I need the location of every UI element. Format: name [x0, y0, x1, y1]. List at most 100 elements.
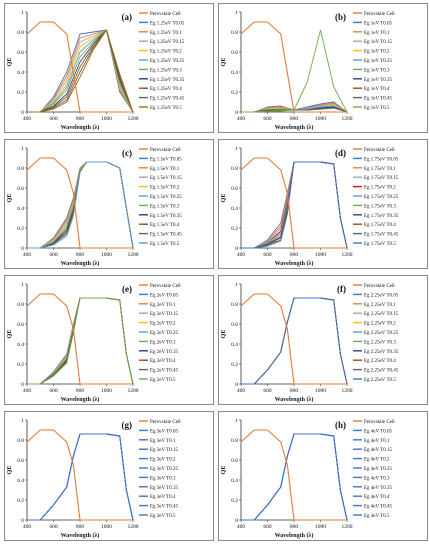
y-tick-label: 0.2: [231, 498, 238, 504]
series-line: [27, 433, 134, 521]
x-tick-label: 800: [76, 524, 85, 530]
legend-item: Eg 2.25eV T0.4: [364, 359, 396, 364]
y-tick-label: 0.2: [231, 362, 238, 368]
legend-item: Perovskite Cell: [364, 284, 395, 289]
series-line: [27, 433, 134, 521]
y-tick-label: 0: [235, 518, 238, 524]
y-axis-label: QE: [221, 466, 227, 475]
chart-svg: 0 0.2 0.4 0.6 0.8 1 400 600 800 1000 1200 Wavelengt…: [7, 282, 181, 403]
legend-item: Eg 1.25eV T0.2: [150, 50, 182, 55]
legend-item: Perovskite Cell: [150, 420, 181, 425]
legend-item: Eg 4eV T0.05: [364, 429, 393, 434]
x-tick-label: 400: [237, 252, 246, 258]
y-tick-label: 0.6: [17, 186, 24, 192]
series-line: [26, 21, 133, 113]
x-tick-label: 400: [23, 116, 32, 122]
legend-item: Eg 1.25eV T0.45: [150, 97, 185, 102]
y-tick-label: 0.8: [231, 166, 238, 172]
legend-item: Eg 1.25eV T0.35: [150, 78, 185, 83]
x-tick-label: 1200: [128, 116, 139, 122]
legend-item: Perovskite Cell: [364, 148, 395, 153]
series-line: [241, 297, 348, 385]
legend-item: Eg 1eV T0.2: [364, 50, 390, 55]
legend-item: Eg 1eV T0.25: [364, 59, 393, 64]
y-tick-label: 0.2: [231, 90, 238, 96]
series-line: [27, 297, 134, 385]
x-tick-label: 800: [76, 388, 85, 394]
y-tick-label: 0.4: [17, 478, 24, 484]
x-tick-label: 600: [263, 524, 272, 530]
legend-item: Eg 2.25eV T0.35: [364, 350, 399, 355]
series-line: [241, 161, 348, 249]
chart-panel: 0 0.2 0.4 0.6 0.8 1 400 600 800 1000 1200 Wavelengt…: [4, 139, 214, 269]
legend-item: Eg 2eV T0.4: [150, 359, 176, 364]
series-line: [27, 297, 134, 385]
legend-item: Eg 2.25eV T0.45: [364, 369, 399, 374]
legend-item: Eg 1eV T0.4: [364, 87, 390, 92]
y-tick-label: 1: [21, 10, 24, 16]
panel-label: (a): [122, 12, 133, 22]
legend-item: Eg 2eV T0.2: [150, 322, 176, 327]
legend-item: Eg 4eV T0.15: [364, 448, 393, 453]
x-tick-label: 400: [237, 388, 246, 394]
y-tick-label: 0: [235, 382, 238, 388]
y-tick-label: 0.4: [17, 342, 24, 348]
series-line: [27, 297, 134, 385]
legend-item: Eg 2.25eV T0.1: [364, 303, 396, 308]
legend-item: Eg 3eV T0.2: [150, 458, 176, 463]
chart-panel: 0 0.2 0.4 0.6 0.8 1 400 600 800 1000 1200 Wavelengt…: [4, 275, 214, 405]
legend-item: Eg 2eV T0.15: [150, 312, 179, 317]
legend-item: Eg 2.25eV T0.5: [364, 378, 396, 383]
y-tick-label: 0.4: [231, 206, 238, 212]
y-tick-label: 0.4: [231, 70, 238, 76]
y-tick-label: 0.6: [17, 50, 24, 56]
x-tick-label: 400: [23, 388, 32, 394]
series-line: [241, 433, 348, 521]
x-tick-label: 600: [49, 116, 58, 122]
legend-item: Eg 1eV T0.5: [364, 106, 390, 111]
legend-item: Eg 1.75eV T0.3: [364, 204, 396, 209]
x-axis-label: Wavelength (λ): [61, 532, 100, 539]
panel-label: (b): [335, 12, 346, 22]
series-line: [241, 433, 348, 521]
legend-item: Eg 1eV T0.35: [364, 78, 393, 83]
y-tick-label: 0: [235, 246, 238, 252]
series-line: [241, 297, 348, 385]
chart-svg: 0 0.2 0.4 0.6 0.8 1 400 600 800 1000 1200 Wavelengt…: [221, 146, 399, 267]
y-tick-label: 0.8: [17, 438, 24, 444]
panel-label: (d): [335, 148, 346, 158]
series-line: [27, 161, 134, 249]
series-line: [241, 161, 348, 249]
x-tick-label: 1000: [101, 388, 112, 394]
y-tick-label: 0.6: [17, 322, 24, 328]
series-line: [241, 297, 348, 385]
series-line: [27, 433, 134, 521]
x-tick-label: 1000: [315, 524, 326, 530]
series-line: [241, 433, 348, 521]
series-line: [27, 297, 134, 385]
y-tick-label: 1: [21, 146, 24, 152]
legend-item: Eg 1eV T0.3: [364, 68, 390, 73]
series-line: [241, 297, 348, 385]
legend-item: Eg 2eV T0.45: [150, 369, 179, 374]
series-line: [27, 433, 134, 521]
legend-item: Eg 1.5eV T0.3: [150, 204, 180, 209]
legend-item: Eg 2.25eV T0.05: [364, 293, 399, 298]
y-axis-label: QE: [7, 194, 13, 203]
y-axis-label: QE: [7, 466, 13, 475]
y-tick-label: 0.6: [231, 458, 238, 464]
x-tick-label: 1200: [128, 252, 139, 258]
x-axis-label: Wavelength (λ): [61, 260, 100, 267]
y-tick-label: 0.8: [17, 302, 24, 308]
legend-item: Eg 1.75eV T0.45: [364, 233, 399, 238]
series-line: [27, 297, 134, 385]
series-line: [241, 161, 348, 249]
y-tick-label: 0.8: [231, 302, 238, 308]
y-tick-label: 0: [21, 246, 24, 252]
x-tick-label: 400: [237, 524, 246, 530]
y-tick-label: 0.4: [231, 342, 238, 348]
series-line: [241, 297, 348, 385]
y-tick-label: 0.6: [17, 458, 24, 464]
x-axis-label: Wavelength (λ): [275, 396, 314, 403]
y-tick-label: 0.4: [231, 478, 238, 484]
